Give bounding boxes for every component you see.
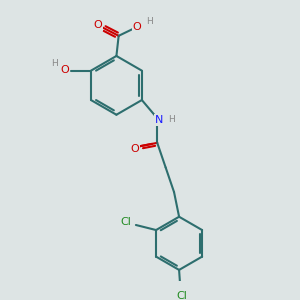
Text: O: O	[130, 144, 139, 154]
Text: N: N	[155, 115, 164, 124]
Text: H: H	[146, 17, 153, 26]
Text: O: O	[93, 20, 102, 30]
Text: O: O	[133, 22, 142, 32]
Text: H: H	[51, 59, 58, 68]
Text: O: O	[60, 65, 69, 75]
Text: Cl: Cl	[176, 291, 187, 300]
Text: Cl: Cl	[120, 217, 131, 227]
Text: H: H	[168, 115, 175, 124]
